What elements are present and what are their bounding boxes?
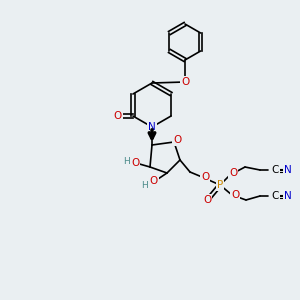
Text: O: O [181, 77, 189, 87]
Text: O: O [150, 176, 158, 186]
Text: N: N [284, 165, 292, 175]
Text: N: N [284, 191, 292, 201]
Text: C: C [271, 165, 279, 175]
Text: C: C [271, 191, 279, 201]
Text: N: N [148, 122, 156, 132]
Text: H: H [142, 182, 148, 190]
Text: O: O [231, 190, 239, 200]
Text: H: H [123, 157, 129, 166]
Text: O: O [131, 158, 139, 168]
Text: P: P [217, 180, 223, 190]
Text: O: O [114, 111, 122, 121]
Text: O: O [203, 195, 211, 205]
Text: O: O [173, 135, 181, 145]
Text: O: O [201, 172, 209, 182]
Text: O: O [229, 168, 237, 178]
